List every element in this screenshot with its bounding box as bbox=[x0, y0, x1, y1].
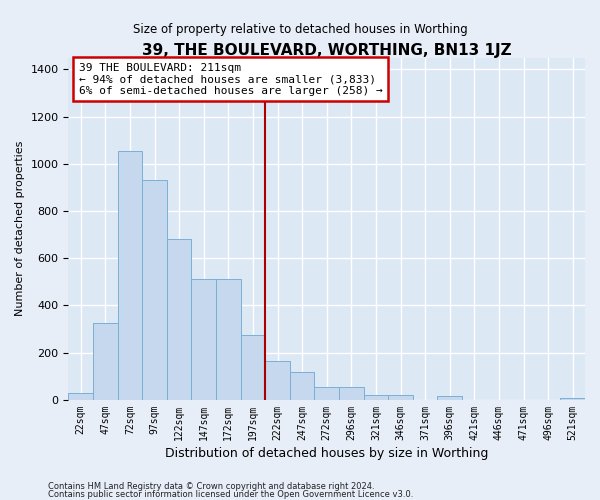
Text: Size of property relative to detached houses in Worthing: Size of property relative to detached ho… bbox=[133, 22, 467, 36]
Bar bbox=[364, 395, 388, 400]
Bar bbox=[241, 335, 265, 400]
Bar bbox=[290, 372, 314, 400]
Bar bbox=[118, 151, 142, 400]
Bar bbox=[142, 180, 167, 400]
Text: Contains public sector information licensed under the Open Government Licence v3: Contains public sector information licen… bbox=[48, 490, 413, 499]
Bar bbox=[437, 396, 462, 400]
Bar bbox=[93, 323, 118, 400]
Title: 39, THE BOULEVARD, WORTHING, BN13 1JZ: 39, THE BOULEVARD, WORTHING, BN13 1JZ bbox=[142, 42, 512, 58]
Bar bbox=[560, 398, 585, 400]
Bar bbox=[339, 387, 364, 400]
Text: Contains HM Land Registry data © Crown copyright and database right 2024.: Contains HM Land Registry data © Crown c… bbox=[48, 482, 374, 491]
Bar bbox=[265, 361, 290, 400]
Bar bbox=[167, 240, 191, 400]
X-axis label: Distribution of detached houses by size in Worthing: Distribution of detached houses by size … bbox=[165, 447, 488, 460]
Bar bbox=[216, 280, 241, 400]
Bar bbox=[314, 387, 339, 400]
Text: 39 THE BOULEVARD: 211sqm
← 94% of detached houses are smaller (3,833)
6% of semi: 39 THE BOULEVARD: 211sqm ← 94% of detach… bbox=[79, 62, 382, 96]
Bar bbox=[191, 280, 216, 400]
Y-axis label: Number of detached properties: Number of detached properties bbox=[15, 141, 25, 316]
Bar bbox=[388, 395, 413, 400]
Bar bbox=[68, 393, 93, 400]
